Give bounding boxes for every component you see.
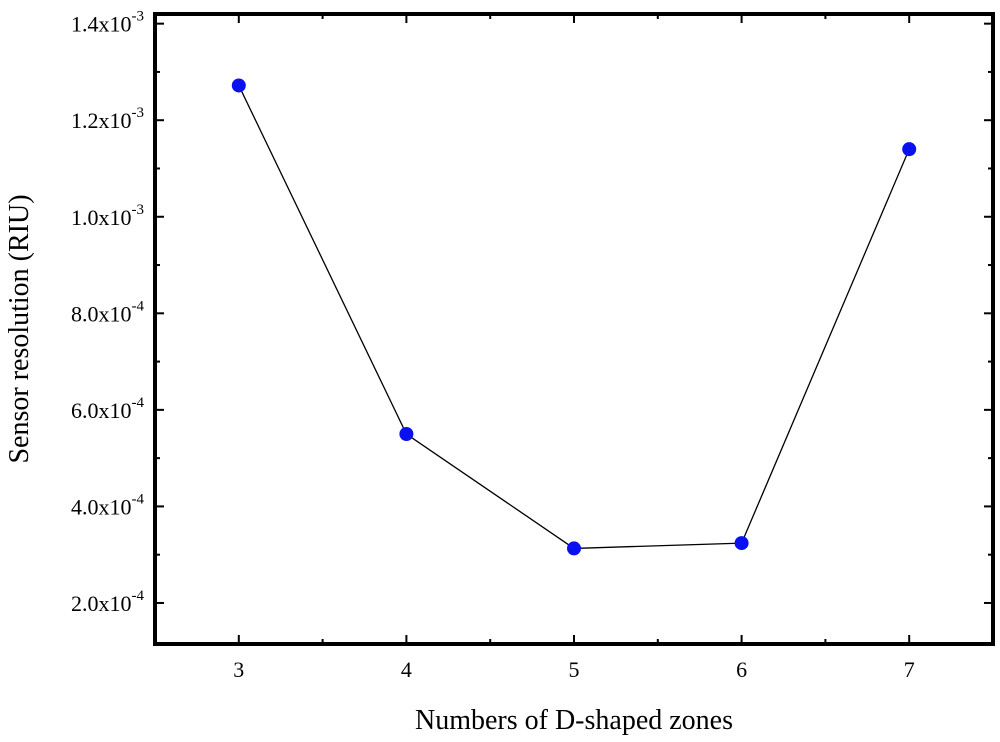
y-axis-title: Sensor resolution (RIU) [4, 194, 35, 463]
data-point [231, 78, 246, 93]
data-point [902, 142, 917, 157]
x-axis-title: Numbers of D-shaped zones [415, 705, 733, 736]
y-tick-label: 4.0x10-4 [71, 491, 144, 519]
y-tick-label: 8.0x10-4 [71, 298, 144, 326]
y-tick-labels: 2.0x10-4 4.0x10-4 6.0x10-4 8.0x10-4 1.0x10-3… [71, 9, 144, 616]
x-tick-label: 3 [233, 657, 244, 682]
x-tick-labels: 3 4 5 6 7 [233, 657, 914, 682]
data-point [399, 427, 414, 441]
plot-frame [153, 12, 995, 646]
y-tick-label: 2.0x10-4 [71, 588, 144, 616]
x-tick-label: 6 [736, 657, 747, 682]
y-tick-label: 1.2x10-3 [71, 105, 144, 133]
x-tick-label: 5 [569, 657, 580, 682]
x-tick-label: 4 [401, 657, 412, 682]
y-tick-label: 1.0x10-3 [71, 202, 144, 230]
y-tick-label: 1.4x10-3 [71, 9, 144, 37]
data-series [231, 78, 917, 556]
series-line [238, 85, 910, 550]
data-point [734, 536, 749, 551]
data-point [567, 541, 581, 556]
y-tick-label: 6.0x10-4 [71, 395, 144, 423]
x-tick-label: 7 [904, 657, 915, 682]
